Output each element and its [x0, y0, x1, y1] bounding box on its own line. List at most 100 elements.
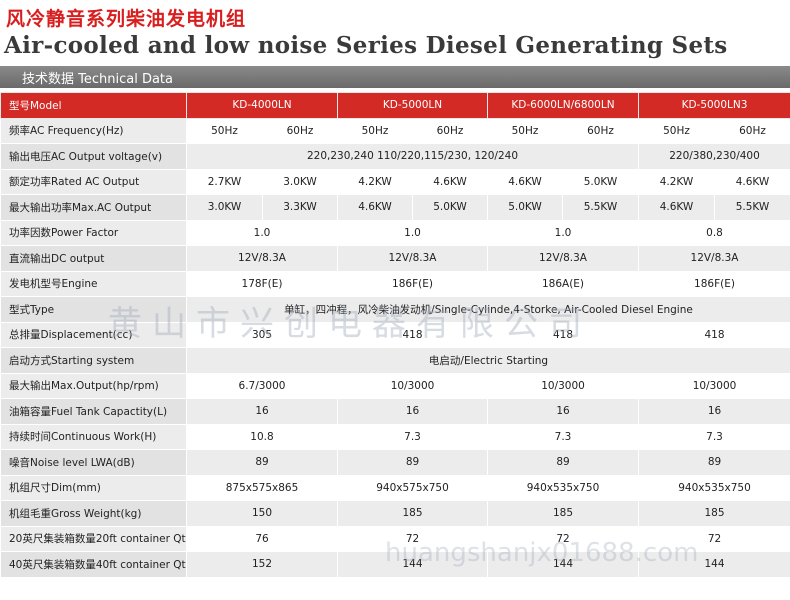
row-label: 输出电压AC Output voltage(v) [0, 143, 187, 170]
table-cell: 186F(E) [638, 270, 790, 297]
table-cell: 4.6KW [487, 168, 563, 195]
table-cell: 16 [487, 398, 639, 425]
spec-table: 型号Model KD-4000LN KD-5000LN KD-6000LN/68… [0, 92, 790, 578]
table-cell: 50Hz [487, 117, 563, 144]
table-cell: 940x535x750 [487, 474, 639, 501]
table-cell: 875x575x865 [186, 474, 338, 501]
model-cell: KD-6000LN/6800LN [487, 92, 639, 119]
table-cell: 1.0 [487, 219, 639, 246]
table-cell: 186A(E) [487, 270, 639, 297]
table-cell: 4.2KW [337, 168, 413, 195]
row-label: 最大输出功率Max.AC Output [0, 194, 187, 221]
table-cell: 89 [487, 449, 639, 476]
table-cell: 16 [186, 398, 338, 425]
table-cell: 220/380,230/400 [638, 143, 790, 170]
table-cell: 16 [638, 398, 790, 425]
table-cell: 5.5KW [714, 194, 790, 221]
row-label: 功率因数Power Factor [0, 219, 187, 246]
table-cell: 89 [638, 449, 790, 476]
row-label: 40英尺集装箱数量40ft container Qty [0, 551, 187, 578]
table-cell: 178F(E) [186, 270, 338, 297]
table-cell: 60Hz [262, 117, 338, 144]
table-cell: 6.7/3000 [186, 372, 338, 399]
table-cell: 186F(E) [337, 270, 488, 297]
table-cell: 50Hz [638, 117, 715, 144]
section-label: 技术数据 Technical Data [22, 72, 173, 87]
table-cell: 5.0KW [562, 168, 639, 195]
model-cell: KD-5000LN3 [638, 92, 790, 119]
row-label: 型式Type [0, 296, 187, 323]
title-chinese: 风冷静音系列柴油发电机组 [6, 8, 247, 30]
table-row-power-factor: 功率因数Power Factor 1.0 1.0 1.0 0.8 [0, 219, 790, 246]
table-row-model: 型号Model KD-4000LN KD-5000LN KD-6000LN/68… [0, 92, 790, 119]
table-cell: 4.6KW [638, 194, 715, 221]
table-cell: 418 [337, 321, 488, 348]
table-cell: 940x575x750 [337, 474, 488, 501]
table-cell: 5.0KW [412, 194, 488, 221]
table-cell: 1.0 [337, 219, 488, 246]
table-cell: 418 [638, 321, 790, 348]
table-cell: 89 [337, 449, 488, 476]
table-cell: 5.0KW [487, 194, 563, 221]
table-row-rated-output: 额定功率Rated AC Output 2.7KW 3.0KW 4.2KW 4.… [0, 168, 790, 195]
table-cell: 10/3000 [337, 372, 488, 399]
table-cell: 12V/8.3A [337, 245, 488, 272]
table-cell: 50Hz [186, 117, 263, 144]
table-cell: 72 [487, 525, 639, 552]
row-label: 频率AC Frequency(Hz) [0, 117, 187, 144]
table-row-voltage: 输出电压AC Output voltage(v) 220,230,240 110… [0, 143, 790, 170]
row-label: 启动方式Starting system [0, 347, 187, 374]
table-cell: 72 [337, 525, 488, 552]
model-cell: KD-4000LN [186, 92, 338, 119]
table-cell: 7.3 [487, 423, 639, 450]
table-cell: 10/3000 [638, 372, 790, 399]
table-row-displacement: 总排量Displacement(cc) 305 418 418 418 [0, 321, 790, 348]
row-label: 总排量Displacement(cc) [0, 321, 187, 348]
table-row-frequency: 频率AC Frequency(Hz) 50Hz 60Hz 50Hz 60Hz 5… [0, 117, 790, 144]
table-cell: 2.7KW [186, 168, 263, 195]
row-label: 油箱容量Fuel Tank Capactity(L) [0, 398, 187, 425]
table-cell: 418 [487, 321, 639, 348]
table-cell: 4.2KW [638, 168, 715, 195]
table-cell: 60Hz [412, 117, 488, 144]
table-row-gross-weight: 机组毛重Gross Weight(kg) 150 185 185 185 [0, 500, 790, 527]
row-label: 20英尺集装箱数量20ft container Qty [0, 525, 187, 552]
table-row-dimension: 机组尺寸Dim(mm) 875x575x865 940x575x750 940x… [0, 474, 790, 501]
table-cell: 12V/8.3A [638, 245, 790, 272]
table-cell: 185 [638, 500, 790, 527]
table-row-starting: 启动方式Starting system 电启动/Electric Startin… [0, 347, 790, 374]
table-cell: 144 [638, 551, 790, 578]
row-label: 发电机型号Engine [0, 270, 187, 297]
table-cell: 4.6KW [412, 168, 488, 195]
table-row-type: 型式Type 单缸，四冲程，风冷柴油发动机/Single-Cylinde,4-S… [0, 296, 790, 323]
table-cell: 940x535x750 [638, 474, 790, 501]
section-header: 技术数据 Technical Data [0, 66, 790, 88]
table-cell: 电启动/Electric Starting [186, 347, 790, 374]
model-cell: KD-5000LN [337, 92, 488, 119]
table-cell: 12V/8.3A [186, 245, 338, 272]
table-cell: 10.8 [186, 423, 338, 450]
row-label: 最大输出Max.Output(hp/rpm) [0, 372, 187, 399]
table-cell: 3.0KW [186, 194, 263, 221]
table-cell: 3.3KW [262, 194, 338, 221]
table-cell: 单缸，四冲程，风冷柴油发动机/Single-Cylinde,4-Storke, … [186, 296, 790, 323]
table-row-continuous-work: 持续时间Continuous Work(H) 10.8 7.3 7.3 7.3 [0, 423, 790, 450]
table-cell: 76 [186, 525, 338, 552]
table-row-max-engine-output: 最大输出Max.Output(hp/rpm) 6.7/3000 10/3000 … [0, 372, 790, 399]
table-cell: 144 [337, 551, 488, 578]
row-label: 型号Model [0, 92, 187, 119]
table-cell: 185 [337, 500, 488, 527]
table-cell: 10/3000 [487, 372, 639, 399]
table-row-fuel-tank: 油箱容量Fuel Tank Capactity(L) 16 16 16 16 [0, 398, 790, 425]
table-cell: 89 [186, 449, 338, 476]
table-row-max-output: 最大输出功率Max.AC Output 3.0KW 3.3KW 4.6KW 5.… [0, 194, 790, 221]
table-cell: 3.0KW [262, 168, 338, 195]
table-cell: 1.0 [186, 219, 338, 246]
table-cell: 144 [487, 551, 639, 578]
row-label: 额定功率Rated AC Output [0, 168, 187, 195]
table-cell: 185 [487, 500, 639, 527]
table-cell: 50Hz [337, 117, 413, 144]
table-cell: 60Hz [714, 117, 790, 144]
row-label: 机组尺寸Dim(mm) [0, 474, 187, 501]
table-cell: 7.3 [638, 423, 790, 450]
